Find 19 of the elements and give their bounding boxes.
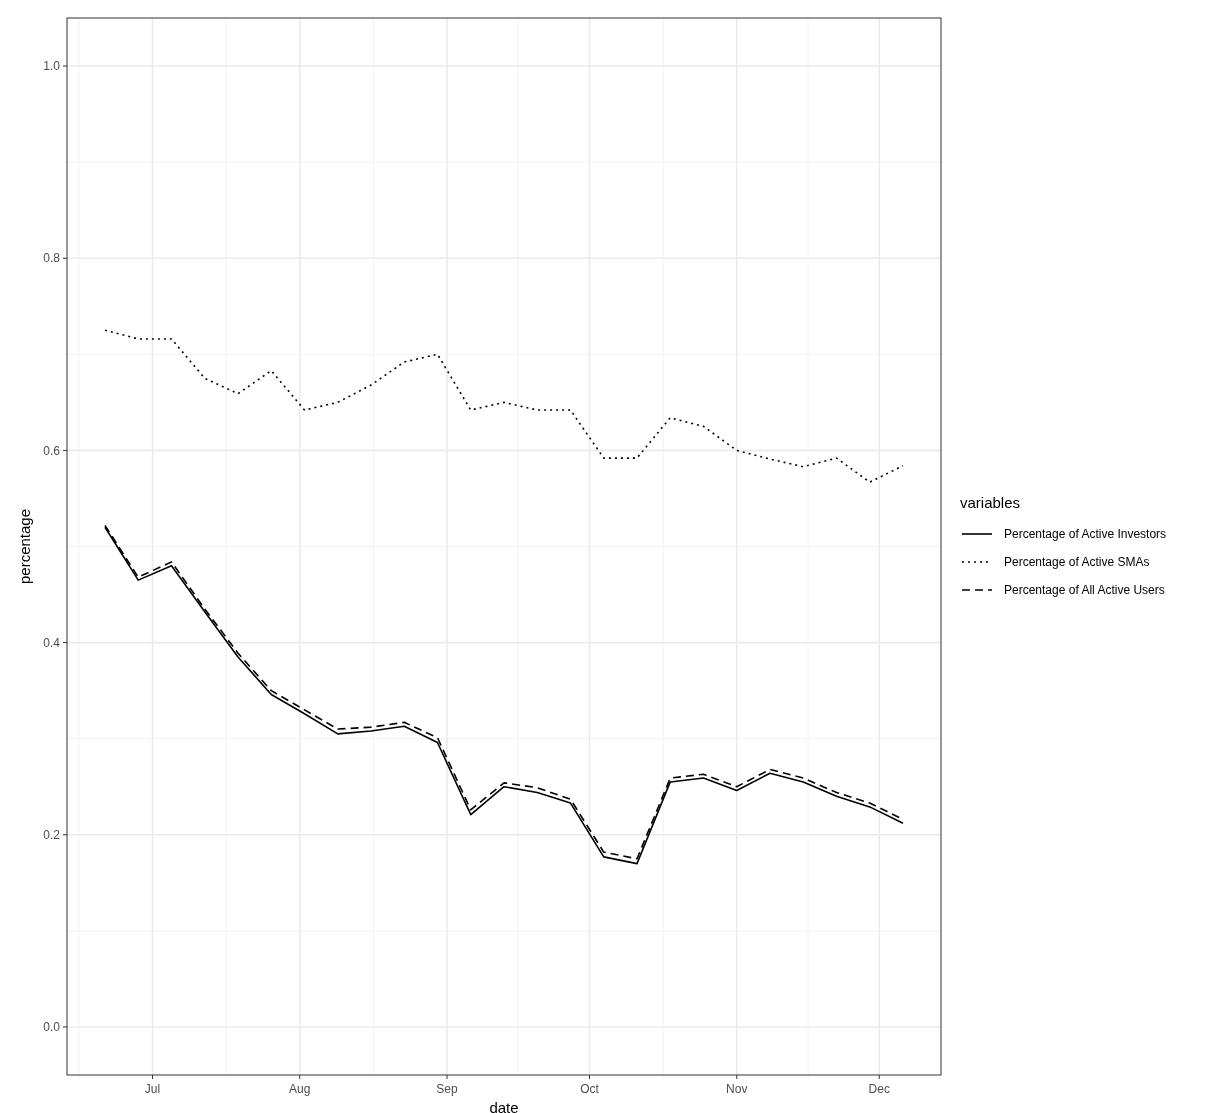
y-tick-label: 0.2 — [43, 827, 61, 842]
y-tick-label: 0.4 — [43, 635, 61, 650]
y-tick-label: 0.8 — [43, 251, 61, 266]
y-tick-label: 0.0 — [43, 1020, 61, 1035]
legend-label: Percentage of Active SMAs — [1004, 555, 1150, 570]
x-tick-label: Dec — [868, 1082, 890, 1096]
x-tick-label: Jul — [144, 1082, 161, 1096]
x-tick-label: Oct — [580, 1082, 600, 1096]
y-tick-label: 1.0 — [43, 59, 61, 74]
x-tick-label: Aug — [289, 1082, 311, 1096]
legend-label: Percentage of All Active Users — [1004, 583, 1165, 598]
x-axis-title: date — [489, 1099, 519, 1113]
legend-title: variables — [960, 494, 1021, 512]
x-tick-label: Sep — [436, 1082, 458, 1096]
x-tick-label: Nov — [726, 1082, 748, 1096]
y-axis-title: percentage — [16, 508, 33, 585]
legend-label: Percentage of Active Investors — [1004, 527, 1167, 542]
y-tick-label: 0.6 — [43, 443, 61, 458]
line-series — [104, 329, 904, 483]
